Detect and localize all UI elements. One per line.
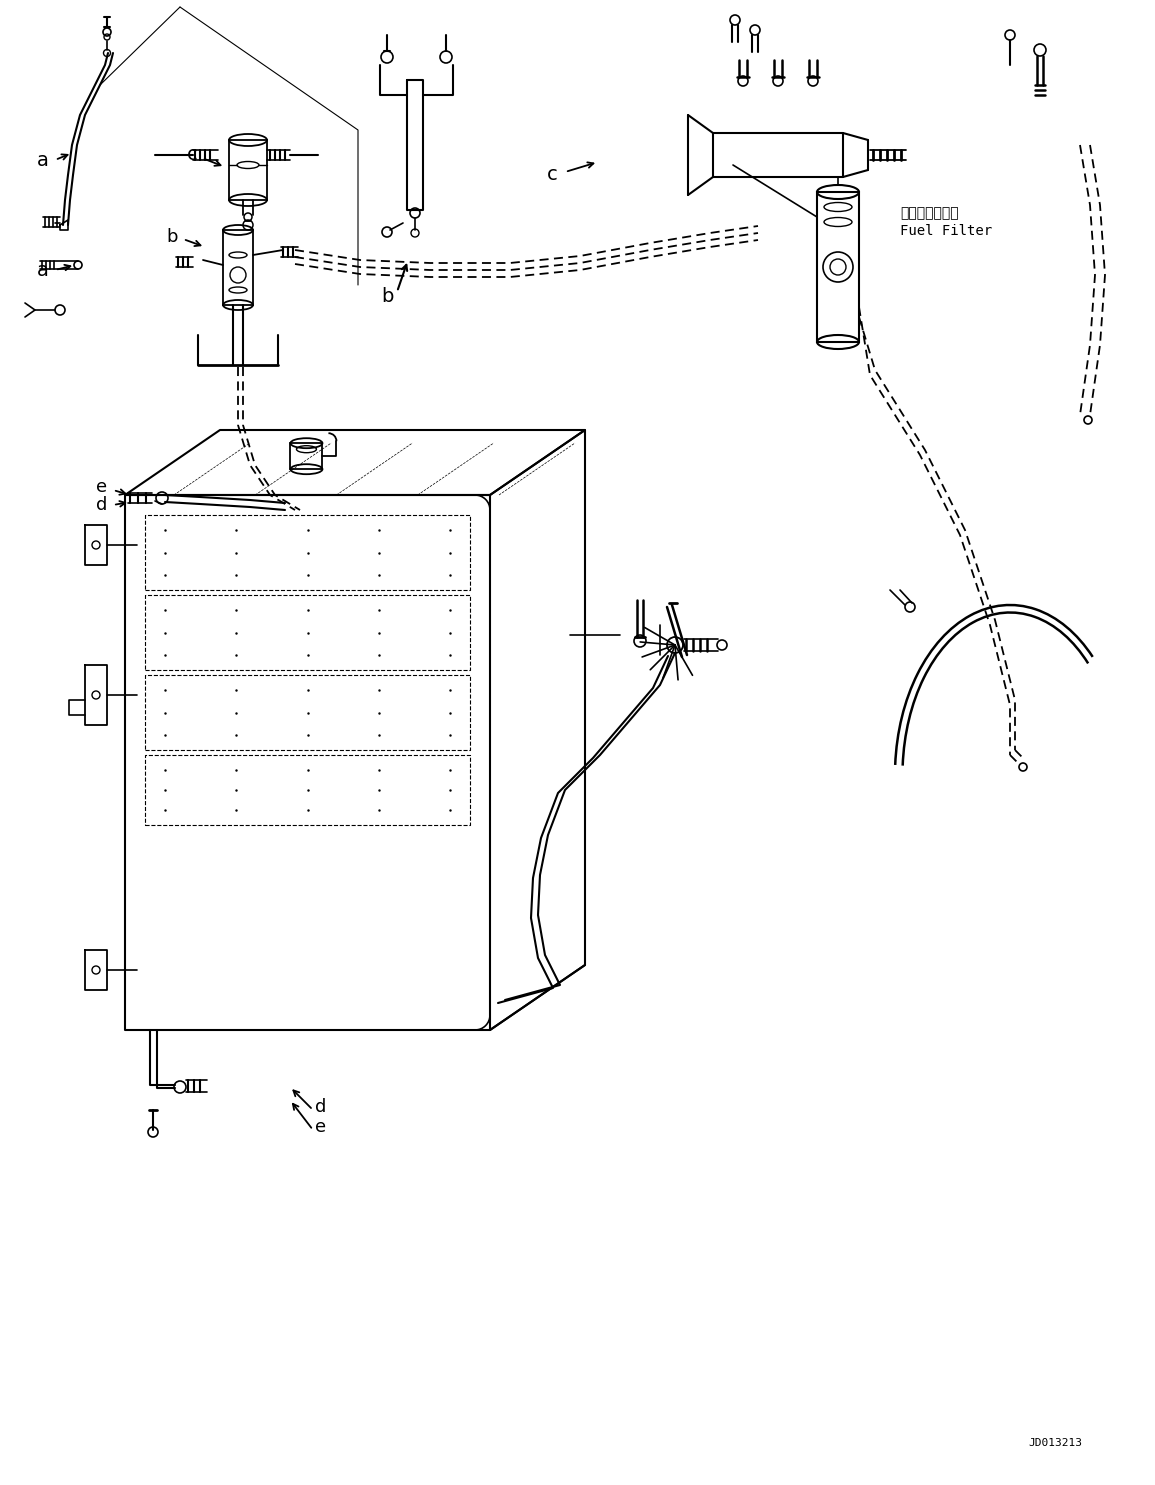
Text: c: c: [187, 146, 198, 165]
Text: d: d: [315, 1097, 327, 1117]
Bar: [817, 192, 859, 342]
Text: Fuel Filter: Fuel Filter: [900, 224, 992, 238]
Text: e: e: [315, 1118, 326, 1136]
Bar: [290, 443, 322, 469]
Bar: [229, 140, 267, 200]
Text: b: b: [166, 229, 178, 247]
Text: a: a: [37, 150, 49, 169]
Bar: [223, 230, 253, 304]
Text: c: c: [546, 165, 558, 184]
Text: a: a: [37, 260, 49, 279]
Text: フェルフィルタ: フェルフィルタ: [900, 206, 959, 220]
Text: b: b: [381, 288, 393, 306]
Text: JD013213: JD013213: [1028, 1437, 1082, 1448]
Text: d: d: [96, 496, 107, 514]
Text: e: e: [96, 478, 107, 496]
